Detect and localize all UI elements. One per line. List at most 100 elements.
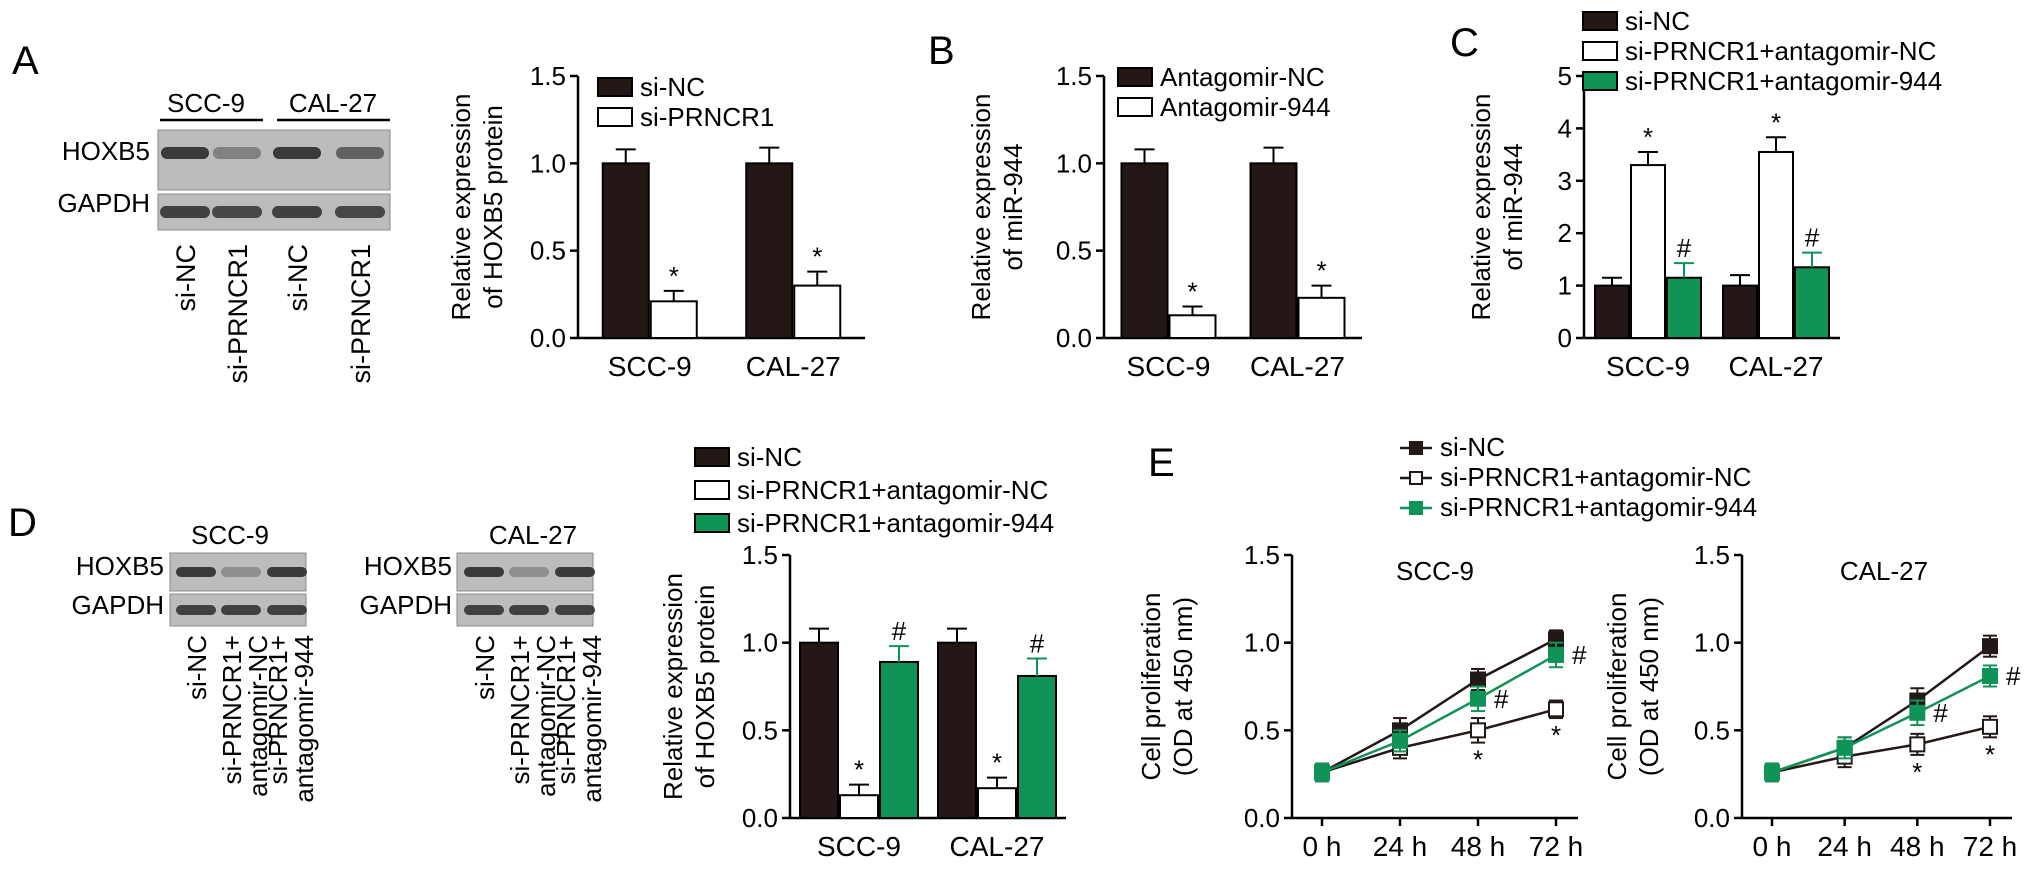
data-point xyxy=(1392,732,1408,749)
blot-group-label: CAL-27 xyxy=(289,88,377,118)
x-tick-label: 48 h xyxy=(1890,831,1945,862)
data-point xyxy=(1314,764,1330,781)
blot-row-label: GAPDH xyxy=(58,188,150,218)
x-category-label: CAL-27 xyxy=(1729,351,1824,382)
blot-band xyxy=(176,605,216,615)
y-tick-label: 1.5 xyxy=(1694,540,1730,570)
y-axis-label: of miR-944 xyxy=(998,143,1028,270)
series-line xyxy=(1321,708,1557,774)
bar xyxy=(1168,314,1217,340)
blot-band xyxy=(176,567,216,577)
bar xyxy=(799,641,839,820)
y-axis-label: Relative expression xyxy=(1466,94,1496,321)
y-axis-label: of HOXB5 protein xyxy=(478,105,508,309)
y-tick-label: 0.0 xyxy=(1694,803,1730,833)
significance-mark: # xyxy=(1677,233,1692,263)
blot-band xyxy=(336,147,384,159)
blot-lane-label: si-NC xyxy=(470,635,500,700)
y-tick-label: 1.0 xyxy=(530,148,566,178)
blot-band xyxy=(555,605,595,615)
blot-lane-label: si-PRNCR1+ xyxy=(505,635,535,785)
significance-mark: # xyxy=(2006,661,2021,691)
bar xyxy=(649,300,698,340)
data-point xyxy=(1909,736,1926,753)
blot-lane-label: si-PRNCR1+ xyxy=(217,635,247,785)
y-tick-label: 3 xyxy=(1558,166,1572,196)
data-point xyxy=(1982,667,1998,684)
blot-lane-label: si-PRNCR1+ xyxy=(263,635,293,785)
blot-band xyxy=(335,206,385,218)
bar-chart-a: 0.0 0.5 1.0 1.5 Relative expression of HOXB5 … xyxy=(446,61,865,382)
y-tick-label: 0.0 xyxy=(742,803,778,833)
blot-lane-label: antagomir-NC xyxy=(243,635,273,797)
bar xyxy=(1120,162,1169,339)
bar xyxy=(601,162,650,339)
bar xyxy=(1594,284,1630,340)
blot-lane-label: antagomir-944 xyxy=(289,635,319,803)
blot-row-label: HOXB5 xyxy=(364,551,452,581)
legend-swatch xyxy=(597,107,633,127)
data-point xyxy=(1982,638,1998,655)
y-tick-label: 1.0 xyxy=(1244,628,1280,658)
legend-swatch xyxy=(694,480,730,500)
blot-band xyxy=(160,206,210,218)
legend-label: si-PRNCR1+antagomir-944 xyxy=(1440,492,1757,522)
legend-label: si-NC xyxy=(1440,432,1505,462)
bar-chart-c: 0 1 2 3 4 5 Relative expression of miR-944 SCC-9… xyxy=(1466,6,1942,382)
legend-marker xyxy=(1409,471,1423,485)
x-tick-label: 72 h xyxy=(1963,831,2018,862)
y-tick-label: 1.5 xyxy=(1244,540,1280,570)
significance-mark: * xyxy=(1473,745,1483,775)
y-tick-label: 1.5 xyxy=(1056,61,1092,91)
panel-label-c: C xyxy=(1450,21,1479,65)
legend-label: si-PRNCR1+antagomir-NC xyxy=(1440,462,1751,492)
bar-chart-d: 0.0 0.5 1.0 1.5 Relative expression of HOXB5 … xyxy=(658,442,1066,862)
legend-swatch xyxy=(1582,11,1618,31)
significance-mark: # xyxy=(892,616,907,646)
bar xyxy=(1017,674,1057,819)
y-tick-label: 0.5 xyxy=(1244,715,1280,745)
blot-band xyxy=(212,206,262,218)
x-category-label: SCC-9 xyxy=(1126,351,1210,382)
bar xyxy=(1758,150,1794,339)
series-line xyxy=(1771,645,1991,774)
significance-mark: # xyxy=(1933,698,1948,728)
y-tick-label: 0.5 xyxy=(742,715,778,745)
blot-title-cal27: CAL-27 xyxy=(489,520,577,550)
bar xyxy=(1297,296,1346,339)
x-category-label: CAL-27 xyxy=(1250,351,1345,382)
y-tick-label: 0.5 xyxy=(1056,236,1092,266)
significance-mark: * xyxy=(669,261,679,291)
legend-label: si-PRNCR1+antagomir-944 xyxy=(737,508,1054,538)
blot-band xyxy=(273,147,321,159)
blot-lane-label: si-PRNCR1+ xyxy=(551,635,581,785)
y-axis-label: Relative expression xyxy=(446,94,476,321)
x-category-label: SCC-9 xyxy=(1606,351,1690,382)
blot-lane-label: si-NC xyxy=(283,244,313,312)
y-tick-label: 4 xyxy=(1558,113,1572,143)
y-tick-label: 1.0 xyxy=(1694,628,1730,658)
data-point xyxy=(1836,739,1853,756)
y-tick-label: 1.5 xyxy=(530,61,566,91)
y-tick-label: 0.5 xyxy=(1694,715,1730,745)
y-axis-label: (OD at 450 nm) xyxy=(1634,597,1664,776)
blot-lane-label: si-NC xyxy=(171,244,201,312)
legend-swatch xyxy=(597,77,633,97)
y-axis-label: Relative expression xyxy=(966,94,996,321)
significance-mark: * xyxy=(1316,256,1326,286)
y-tick-label: 1 xyxy=(1558,271,1572,301)
data-point xyxy=(1548,701,1564,718)
x-tick-label: 72 h xyxy=(1529,831,1584,862)
significance-mark: # xyxy=(1030,628,1045,658)
legend-marker xyxy=(1409,501,1423,515)
blot-group-label: SCC-9 xyxy=(167,88,245,118)
blot-lane-label: si-PRNCR1 xyxy=(223,244,253,384)
y-tick-label: 0.0 xyxy=(1244,803,1280,833)
blot-band xyxy=(267,605,307,615)
blot-row-label: HOXB5 xyxy=(62,136,150,166)
x-tick-label: 0 h xyxy=(1753,831,1792,862)
legend-label: Antagomir-NC xyxy=(1160,62,1325,92)
bar xyxy=(1722,284,1758,340)
legend-swatch xyxy=(1582,41,1618,61)
chart-title-scc9: SCC-9 xyxy=(1396,556,1474,586)
